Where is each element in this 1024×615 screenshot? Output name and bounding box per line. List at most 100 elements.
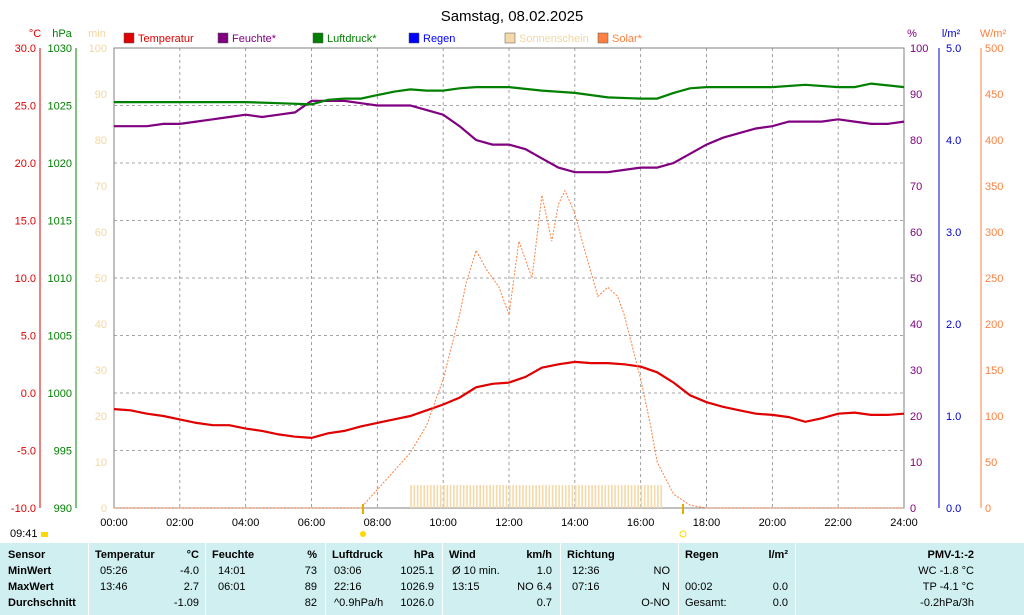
header-rain: Regen: [685, 549, 719, 561]
header-temperature: Temperatur: [95, 549, 155, 561]
right-axes: 10090807060504030201005.04.03.02.01.00.0…: [910, 43, 1003, 515]
header-humidity: Feuchte: [212, 549, 255, 561]
humidity-tick-label: 80: [910, 135, 922, 147]
sunshine-bar: [584, 485, 587, 508]
humidity-time: 14:01: [218, 565, 246, 577]
humidity-tick-label: 70: [910, 181, 922, 193]
x-tick-label: 08:00: [364, 517, 392, 529]
sunshine-bar: [426, 485, 429, 508]
legend-label: Temperatur: [138, 33, 194, 45]
sunshine-bar: [410, 485, 412, 508]
humidity-value: 89: [304, 581, 317, 593]
x-tick-label: 16:00: [627, 517, 655, 529]
table-separator: [442, 543, 443, 615]
sunshine-bar: [509, 485, 511, 508]
sunshine-bar: [535, 485, 537, 508]
pressure-time: 03:06: [334, 565, 362, 577]
sunshine-bar: [578, 485, 580, 508]
solar-tick-label: 400: [985, 135, 1003, 147]
sunshine-bar: [643, 485, 646, 508]
solar-tick-label: 50: [985, 457, 997, 469]
humidity-unit-label: %: [907, 28, 917, 40]
sunshine-bar: [522, 485, 524, 508]
header-wind: Wind: [449, 549, 476, 561]
rain-tick-label: 2.0: [946, 319, 961, 331]
rain-tick-label: 5.0: [946, 43, 961, 55]
wind-label: Ø 10 min.: [452, 565, 500, 577]
pmv-value: -0.2hPa/3h: [920, 597, 974, 609]
temperature-unit-label: °C: [29, 28, 41, 40]
humidity-tick-label: 100: [910, 43, 928, 55]
solar-tick-label: 200: [985, 319, 1003, 331]
sunshine-bar: [489, 485, 491, 508]
temperature-tick-label: 0.0: [21, 388, 36, 400]
sunshine-bar: [495, 485, 498, 508]
sunshine-bar: [453, 485, 455, 508]
sunshine-bar: [515, 485, 518, 508]
sunshine-bar: [604, 485, 607, 508]
sunshine-bar: [594, 485, 597, 508]
x-tick-label: 14:00: [561, 517, 589, 529]
rain-tick-label: 4.0: [946, 135, 961, 147]
table-separator: [88, 543, 89, 615]
sunshine-bar: [640, 485, 643, 508]
rain-tick-label: 1.0: [946, 411, 961, 423]
sunshine-bar: [588, 485, 590, 508]
direction-value: NO: [653, 565, 671, 577]
solar-tick-label: 350: [985, 181, 1003, 193]
sunshine-bar: [561, 485, 564, 508]
pressure-unit-label: hPa: [52, 28, 72, 40]
table-separator: [795, 543, 796, 615]
x-tick-label: 00:00: [100, 517, 128, 529]
sunshine-bar: [564, 485, 567, 508]
legend-label: Luftdruck*: [327, 33, 377, 45]
direction-time: 12:36: [572, 565, 600, 577]
sunshine-bar: [469, 485, 472, 508]
solar-tick-label: 500: [985, 43, 1003, 55]
sunshine_min-tick-label: 0: [101, 503, 107, 515]
sunshine-bar: [472, 485, 475, 508]
sunshine-bar: [571, 485, 574, 508]
pressure-value: 1026.9: [400, 581, 434, 593]
update-time: 09:41: [10, 528, 38, 540]
header-temperature-unit: °C: [186, 549, 199, 561]
humidity-tick-label: 50: [910, 273, 922, 285]
sunshine-bar: [466, 485, 468, 508]
sunshine-bar: [502, 485, 505, 508]
row-label: Durchschnitt: [8, 597, 76, 609]
header-pmv: PMV-1:-2: [927, 549, 974, 561]
header-sensor: Sensor: [8, 549, 46, 561]
sunshine-bar: [657, 485, 659, 508]
sunshine-bar: [456, 485, 458, 508]
sunshine-bar: [620, 485, 623, 508]
sunshine-bar: [416, 485, 419, 508]
sunshine-bar: [433, 485, 435, 508]
sunshine-bar: [482, 485, 485, 508]
x-tick-label: 20:00: [759, 517, 787, 529]
sunshine_min-tick-label: 80: [95, 135, 107, 147]
sunshine-bar: [499, 485, 501, 508]
solar-unit-label: W/m²: [980, 28, 1007, 40]
sunshine-bar: [574, 485, 577, 508]
table-separator: [678, 543, 679, 615]
x-tick-label: 06:00: [298, 517, 326, 529]
temperature-time: 13:46: [100, 581, 128, 593]
humidity-tick-label: 30: [910, 365, 922, 377]
row-label: MinWert: [8, 565, 52, 577]
rain-time: Gesamt:: [685, 597, 727, 609]
pressure-tick-label: 1025: [48, 101, 72, 113]
temperature-tick-label: 30.0: [15, 43, 36, 55]
sunshine-bar: [492, 485, 495, 508]
pressure-tick-label: 1015: [48, 216, 72, 228]
pressure-tick-label: 1020: [48, 158, 72, 170]
legend-label: Feuchte*: [232, 33, 277, 45]
sunshine_min-tick-label: 60: [95, 227, 107, 239]
table-separator: [560, 543, 561, 615]
temperature-value: 2.7: [183, 581, 199, 593]
humidity-tick-label: 60: [910, 227, 922, 239]
header-humidity-unit: %: [307, 549, 317, 561]
sunshine_min-tick-label: 30: [95, 365, 107, 377]
temperature-tick-label: 5.0: [21, 331, 36, 343]
sunshine_min-tick-label: 10: [95, 457, 107, 469]
wind-value: 0.7: [536, 597, 552, 609]
